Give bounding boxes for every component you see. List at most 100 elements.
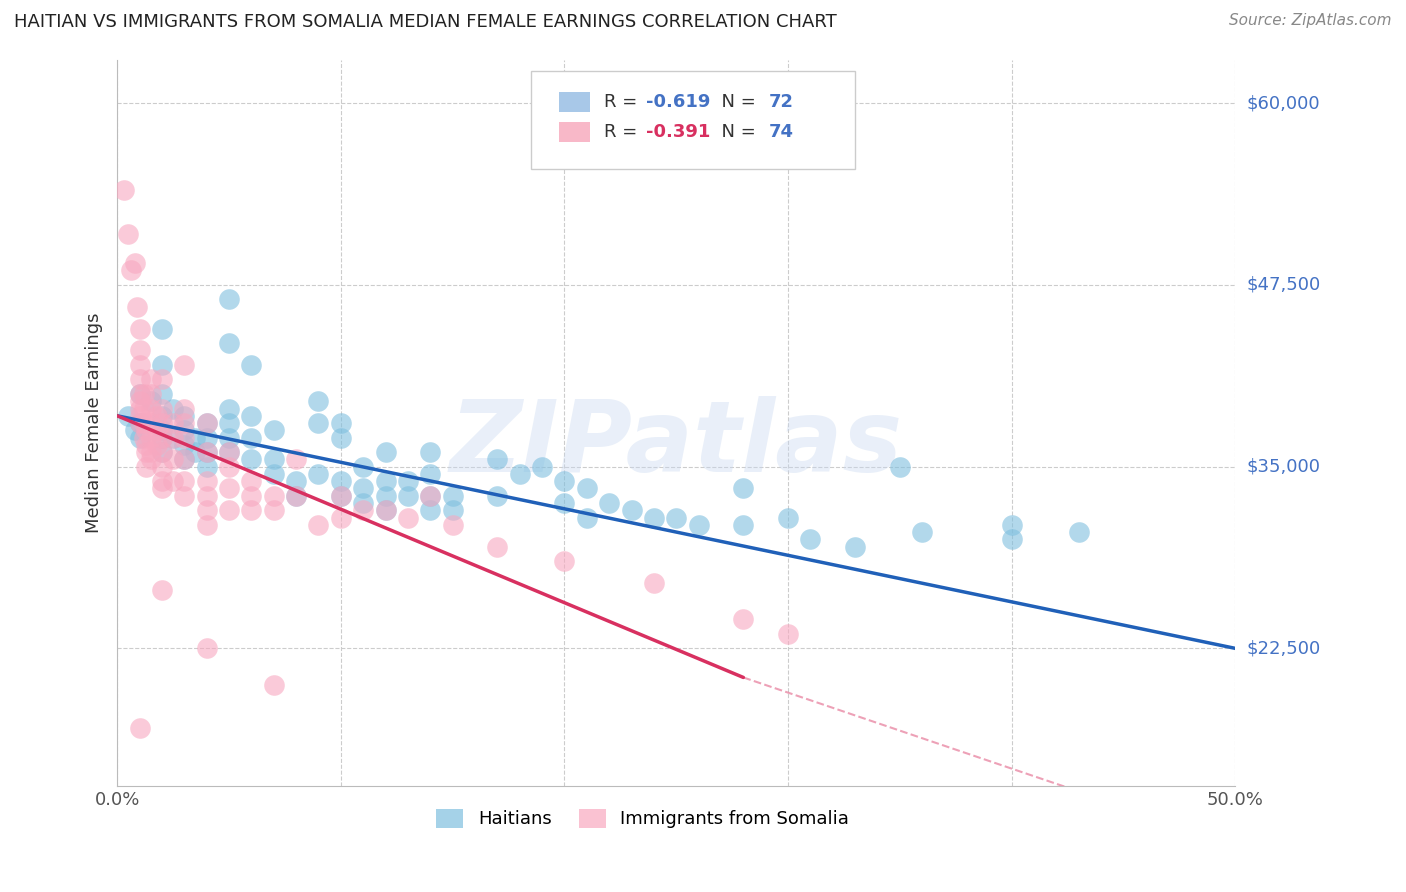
Point: [441, 517, 464, 532]
Point: [128, 416, 150, 430]
Text: -0.391: -0.391: [647, 123, 710, 141]
Point: [139, 394, 162, 409]
Point: [396, 510, 419, 524]
Point: [150, 445, 173, 459]
Point: [173, 452, 195, 467]
Point: [135, 445, 157, 459]
Point: [352, 482, 374, 496]
Point: [240, 431, 263, 445]
Bar: [558, 92, 591, 112]
Point: [132, 387, 155, 401]
Point: [195, 445, 218, 459]
Text: $22,500: $22,500: [1247, 640, 1320, 657]
Point: [150, 431, 173, 445]
Point: [218, 445, 240, 459]
Point: [889, 459, 911, 474]
Point: [132, 401, 155, 416]
Point: [139, 452, 162, 467]
Point: [128, 416, 150, 430]
Point: [218, 336, 240, 351]
Point: [329, 489, 352, 503]
Point: [263, 678, 285, 692]
Point: [162, 452, 184, 467]
Point: [240, 358, 263, 372]
Point: [150, 409, 173, 423]
Point: [184, 445, 207, 459]
Point: [150, 401, 173, 416]
Point: [374, 503, 396, 517]
Point: [128, 358, 150, 372]
Text: 72: 72: [769, 93, 794, 111]
Point: [263, 452, 285, 467]
Text: R =: R =: [603, 93, 643, 111]
Point: [173, 423, 195, 437]
FancyBboxPatch shape: [531, 70, 855, 169]
Point: [844, 540, 866, 554]
Point: [665, 510, 688, 524]
Point: [124, 423, 146, 437]
Point: [553, 496, 575, 510]
Point: [195, 445, 218, 459]
Point: [146, 438, 169, 452]
Point: [240, 474, 263, 488]
Point: [146, 423, 169, 437]
Point: [329, 510, 352, 524]
Point: [135, 459, 157, 474]
Point: [218, 459, 240, 474]
Point: [173, 431, 195, 445]
Point: [128, 431, 150, 445]
Point: [128, 372, 150, 386]
Point: [162, 474, 184, 488]
Text: R =: R =: [603, 123, 643, 141]
Text: $47,500: $47,500: [1247, 276, 1320, 294]
Point: [173, 409, 195, 423]
Point: [128, 387, 150, 401]
Point: [486, 540, 509, 554]
Point: [195, 459, 218, 474]
Point: [173, 416, 195, 430]
Point: [150, 445, 173, 459]
Point: [329, 431, 352, 445]
Point: [173, 358, 195, 372]
Point: [150, 482, 173, 496]
Point: [620, 503, 643, 517]
Point: [307, 416, 329, 430]
Point: [195, 489, 218, 503]
Point: [352, 459, 374, 474]
Point: [374, 445, 396, 459]
Point: [733, 612, 755, 626]
Point: [240, 452, 263, 467]
Point: [396, 489, 419, 503]
Point: [162, 401, 184, 416]
Point: [643, 576, 665, 591]
Point: [307, 517, 329, 532]
Point: [285, 452, 308, 467]
Point: [117, 227, 139, 241]
Point: [120, 263, 142, 277]
Text: $35,000: $35,000: [1247, 458, 1320, 475]
Point: [135, 438, 157, 452]
Point: [173, 474, 195, 488]
Point: [553, 554, 575, 568]
Point: [195, 503, 218, 517]
Point: [329, 416, 352, 430]
Point: [150, 321, 173, 335]
Point: [285, 489, 308, 503]
Point: [195, 517, 218, 532]
Point: [162, 416, 184, 430]
Y-axis label: Median Female Earnings: Median Female Earnings: [86, 313, 103, 533]
Point: [1001, 517, 1024, 532]
Point: [218, 293, 240, 307]
Point: [128, 321, 150, 335]
Point: [150, 387, 173, 401]
Point: [128, 394, 150, 409]
Point: [195, 431, 218, 445]
Text: $60,000: $60,000: [1247, 95, 1320, 112]
Point: [139, 387, 162, 401]
Bar: [558, 122, 591, 143]
Point: [132, 431, 155, 445]
Point: [374, 474, 396, 488]
Point: [307, 394, 329, 409]
Point: [184, 431, 207, 445]
Point: [263, 503, 285, 517]
